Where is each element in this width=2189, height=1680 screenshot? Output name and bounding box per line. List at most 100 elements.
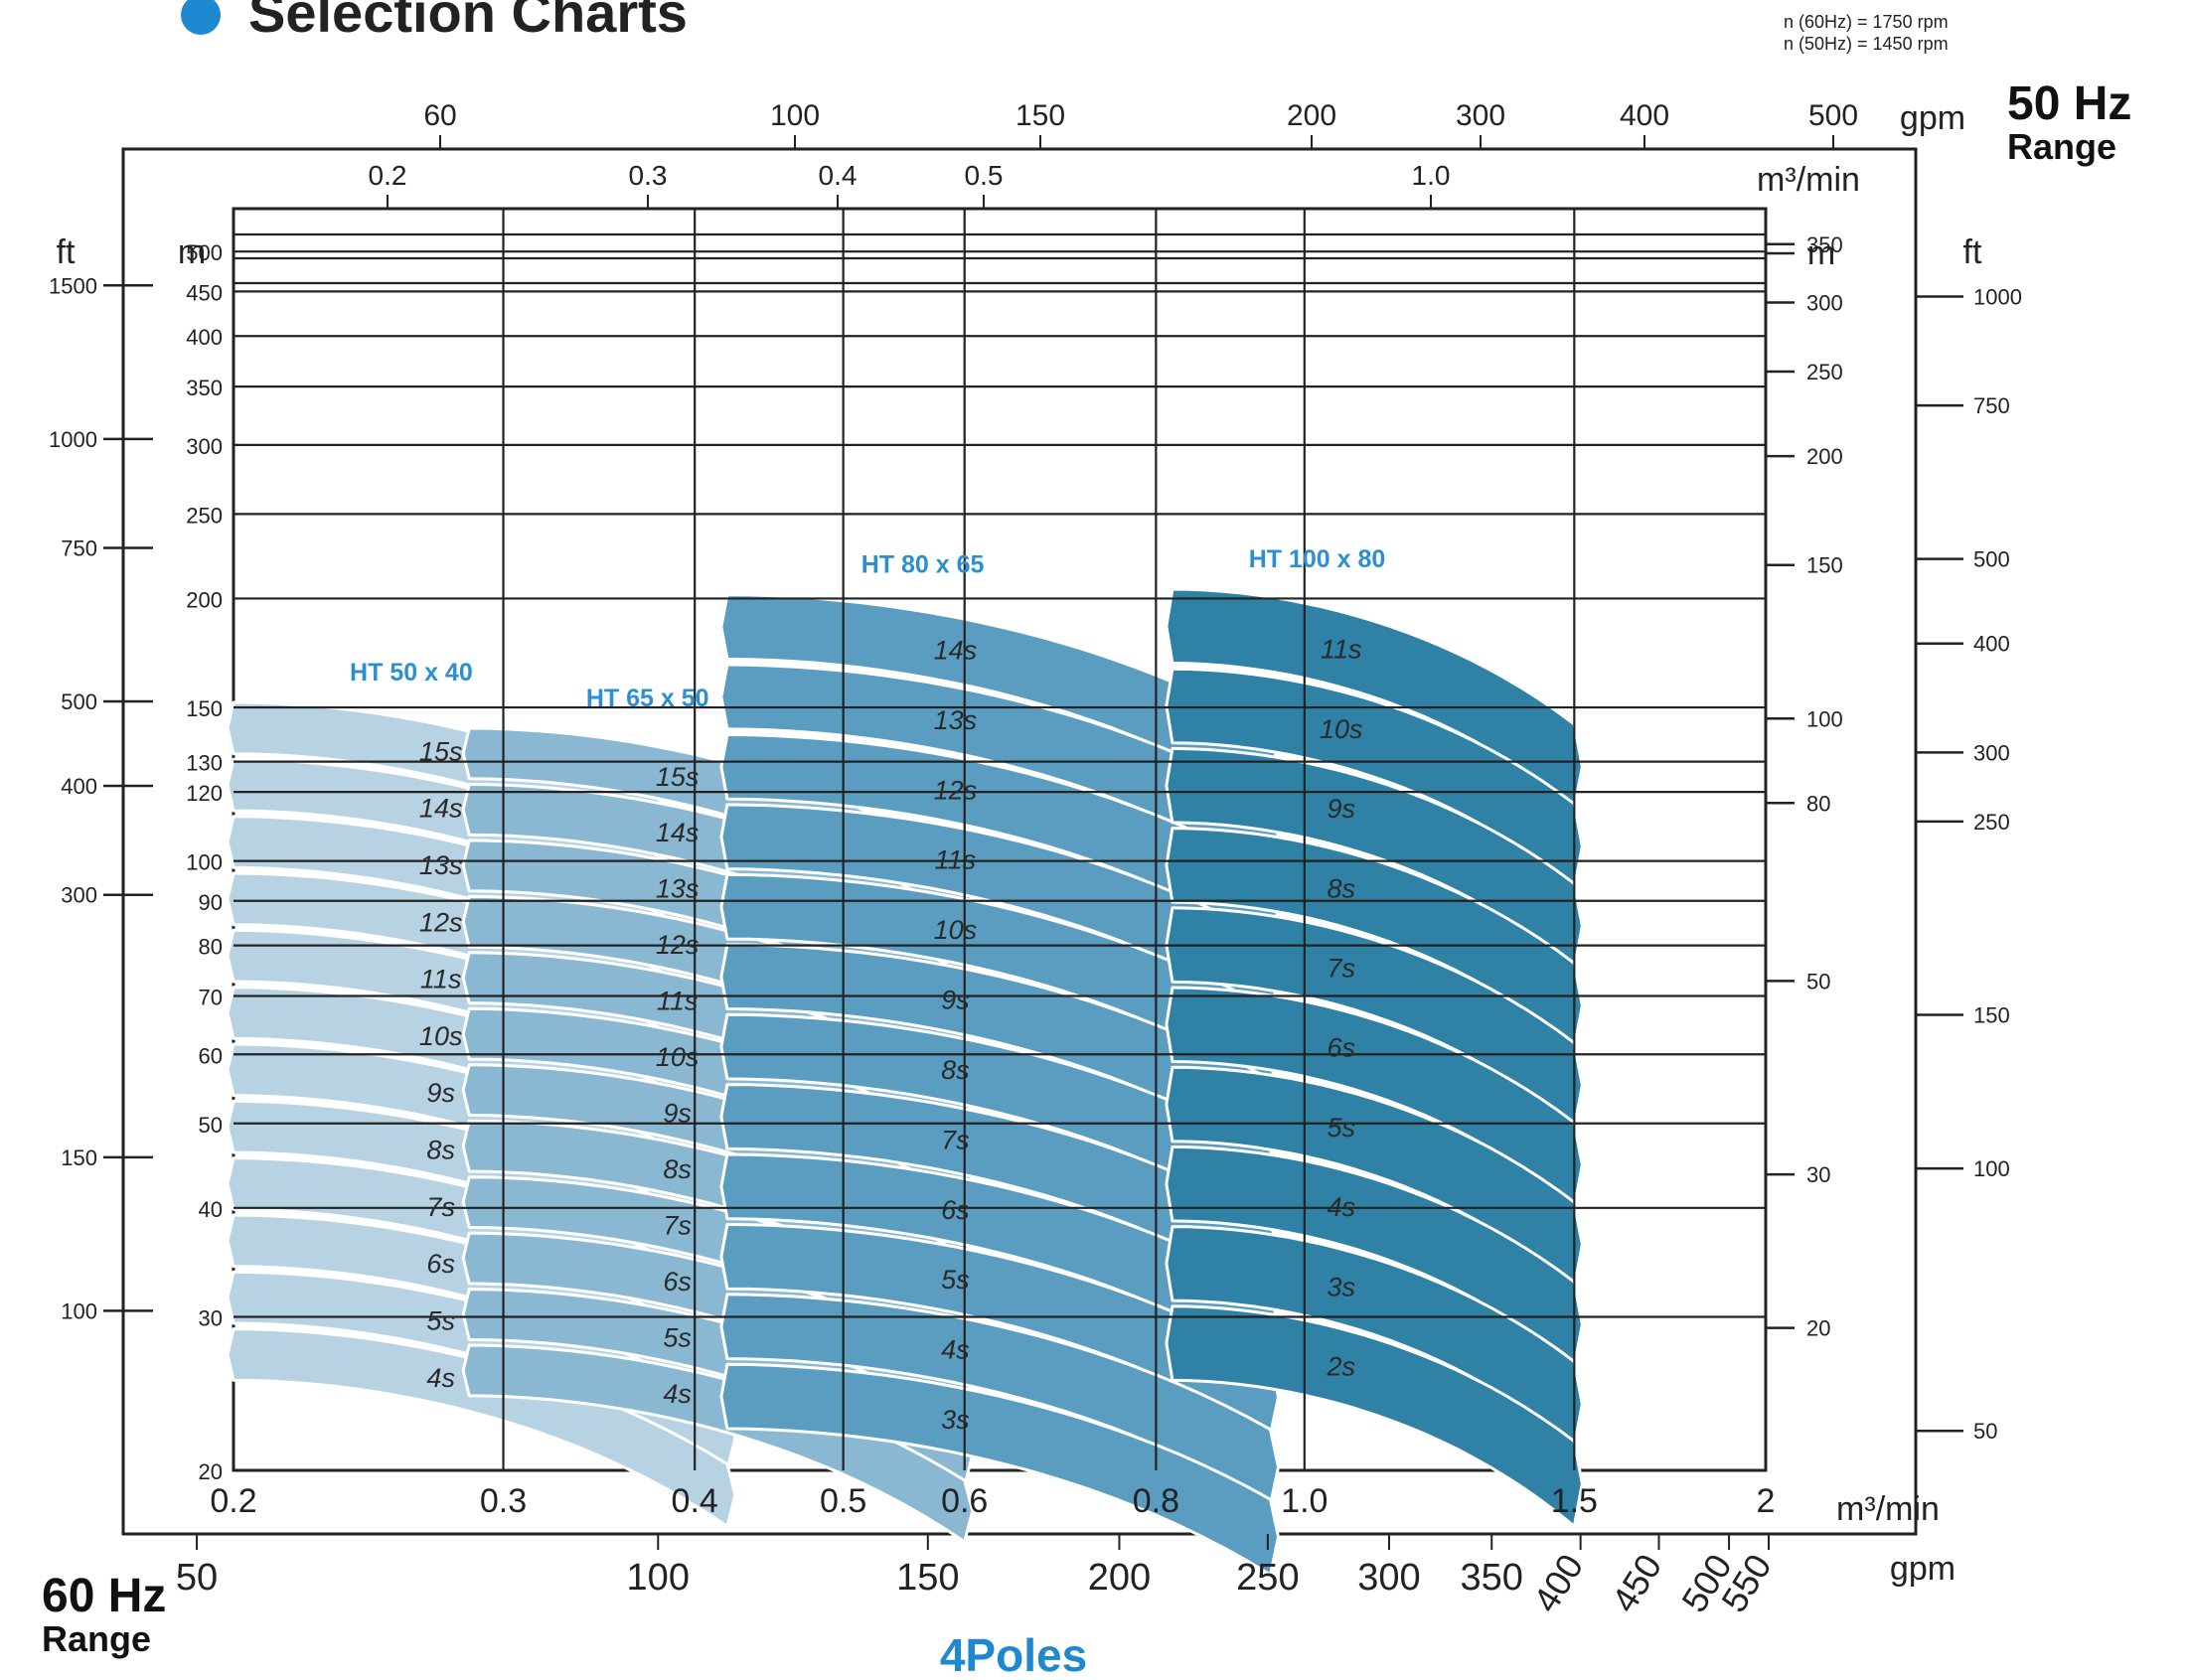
right-ft-tick-label: 150	[1973, 1003, 2010, 1028]
top-gpm-tick-label: 150	[1016, 99, 1065, 132]
bottom-gpm-tick-label: 300	[1357, 1557, 1420, 1599]
stage-label: 12s	[419, 907, 463, 937]
right-m-tick-label: 250	[1806, 360, 1843, 384]
left-m-tick-label: 90	[199, 890, 223, 915]
right-ft-tick-label: 250	[1973, 810, 2010, 835]
bottom-gpm-tick-label: 200	[1088, 1557, 1151, 1599]
stage-label: 13s	[656, 874, 700, 904]
left-m-tick-label: 40	[199, 1197, 223, 1222]
stage-label: 6s	[663, 1267, 692, 1297]
stage-label: 12s	[934, 775, 978, 805]
top-gpm-tick-label: 500	[1808, 99, 1858, 132]
stage-label: 2s	[1327, 1352, 1356, 1382]
stage-label: 11s	[1321, 635, 1362, 665]
stage-label: 3s	[1328, 1272, 1356, 1301]
stage-label: 8s	[1328, 873, 1356, 903]
stage-label: 15s	[656, 762, 700, 792]
model-label: HT 65 x 50	[586, 685, 709, 712]
stage-label: 11s	[935, 845, 977, 875]
stage-label: 5s	[663, 1322, 692, 1352]
band-ht65x50-4s	[461, 1343, 975, 1544]
right-ft-tick-label: 50	[1973, 1419, 1997, 1444]
bottom-gpm-tick-label: 400	[1525, 1547, 1592, 1619]
bottom-gpm-tick-label: 550	[1713, 1547, 1780, 1619]
stage-label: 8s	[941, 1055, 970, 1085]
right-ft-tick-label: 750	[1973, 393, 2010, 418]
bottom-m3min-tick-label: 2	[1757, 1482, 1776, 1520]
top-gpm-tick-label: 60	[423, 99, 456, 132]
left-m-tick-label: 130	[186, 751, 223, 776]
left-m-tick-label: 20	[199, 1459, 223, 1484]
right-m-tick-label: 350	[1806, 232, 1843, 257]
top-gpm-tick-label: 300	[1456, 99, 1505, 132]
range-50hz-label: 50 Hz	[2007, 77, 2131, 130]
bottom-m3min-tick-label: 0.4	[672, 1482, 718, 1520]
stage-label: 6s	[1328, 1033, 1356, 1063]
top-m3min-tick-label: 0.5	[965, 160, 1004, 191]
footer-poles-label: 4Poles	[940, 1629, 1087, 1680]
left-m-tick-label: 200	[186, 587, 223, 612]
top-gpm-tick-label: 100	[770, 99, 820, 132]
stage-label: 5s	[1328, 1113, 1356, 1143]
stage-label: 15s	[419, 736, 463, 766]
left-ft-tick-label: 500	[61, 689, 97, 714]
right-ft-tick-label: 400	[1973, 632, 2010, 657]
left-m-tick-label: 450	[186, 280, 223, 305]
model-label: HT 100 x 80	[1249, 545, 1386, 573]
left-m-tick-label: 70	[199, 986, 223, 1010]
stage-label: 7s	[426, 1192, 455, 1222]
right-ft-tick-label: 100	[1973, 1156, 2010, 1181]
left-m-tick-label: 120	[186, 781, 223, 806]
left-m-tick-label: 350	[186, 376, 223, 400]
left-m-unit: m	[178, 233, 206, 271]
left-m-tick-label: 50	[199, 1113, 223, 1138]
stage-label: 13s	[934, 705, 978, 735]
range-60hz-sub: Range	[42, 1618, 151, 1659]
bottom-gpm-tick-label: 100	[627, 1557, 690, 1599]
top-m3min-tick-label: 1.0	[1412, 160, 1451, 191]
stage-label: 8s	[426, 1136, 455, 1165]
right-ft-tick-label: 300	[1973, 740, 2010, 765]
bottom-m3min-tick-label: 0.6	[941, 1482, 988, 1520]
top-m3min-tick-label: 0.2	[369, 160, 407, 191]
range-60hz-label: 60 Hz	[42, 1570, 166, 1622]
right-m-tick-label: 150	[1806, 553, 1843, 578]
right-m-tick-label: 50	[1806, 969, 1830, 993]
stage-label: 10s	[656, 1042, 700, 1072]
right-ft-unit: ft	[1963, 233, 1982, 271]
stage-label: 4s	[1328, 1192, 1356, 1222]
right-m-tick-label: 100	[1806, 706, 1843, 731]
bottom-gpm-tick-label: 150	[896, 1557, 959, 1599]
stage-label: 6s	[941, 1195, 970, 1225]
right-m-unit: m	[1807, 234, 1835, 272]
title-bullet-icon	[181, 0, 221, 35]
left-m-tick-label: 500	[186, 240, 223, 265]
bottom-m3min-tick-label: 1.0	[1281, 1482, 1328, 1520]
stage-label: 4s	[941, 1335, 970, 1365]
stage-labels: 15s 14s 13s 12s 11s 10s 9s 8s 7s 6s 5s 4s HT 50 x 40…	[350, 545, 1385, 1435]
bottom-m3min-tick-label: 1.5	[1551, 1482, 1598, 1520]
bottom-m3min-tick-label: 0.2	[210, 1482, 256, 1520]
top-m3min-tick-label: 0.4	[819, 160, 858, 191]
right-m-tick-label: 20	[1806, 1316, 1830, 1341]
right-ft-tick-label: 1000	[1973, 284, 2022, 309]
bottom-gpm-tick-label: 350	[1461, 1557, 1523, 1599]
right-m-tick-label: 200	[1806, 444, 1843, 469]
left-ft-tick-label: 1500	[49, 273, 97, 298]
left-ft-tick-label: 100	[61, 1298, 97, 1323]
bottom-m3min-tick-label: 0.3	[480, 1482, 527, 1520]
stage-label: 11s	[420, 965, 462, 994]
stage-label: 14s	[419, 794, 463, 824]
left-ft-tick-label: 750	[61, 535, 97, 560]
model-label: HT 50 x 40	[350, 659, 473, 687]
page-title: Selection Charts	[248, 0, 688, 44]
top-m3min-tick-label: 0.3	[629, 160, 668, 191]
left-m-tick-label: 300	[186, 434, 223, 459]
axis-labels: 0.2 0.3 0.4 0.5 0.6 0.8 1.0 1.5 2 m³/min 50 100 150 2…	[49, 99, 2022, 1619]
stage-label: 6s	[426, 1249, 455, 1279]
left-m-tick-label: 250	[186, 503, 223, 528]
stage-label: 4s	[663, 1379, 692, 1409]
stage-label: 9s	[663, 1099, 692, 1129]
top-gpm-tick-label: 200	[1287, 99, 1336, 132]
bottom-gpm-unit: gpm	[1890, 1550, 1955, 1588]
